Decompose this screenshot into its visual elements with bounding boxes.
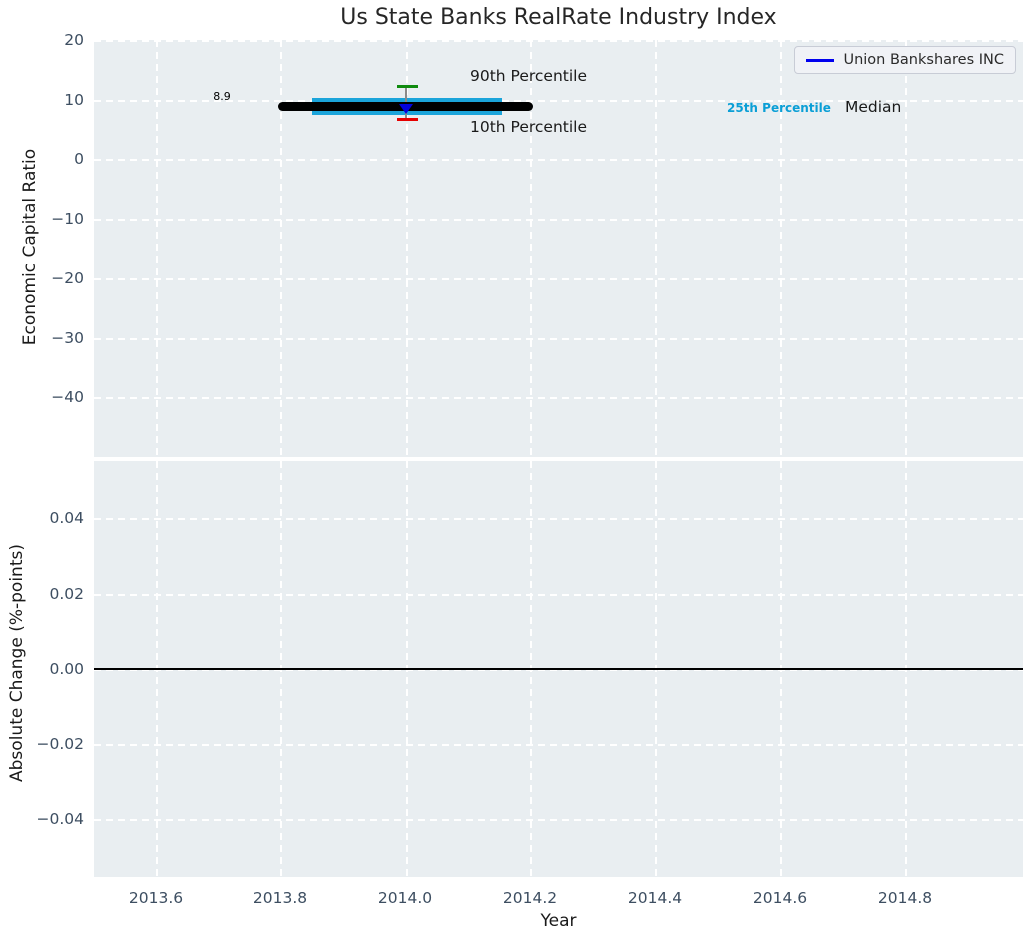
annotation-25th-percentile: 25th Percentile [727,101,831,115]
p10-errorbar-cap [397,118,418,121]
h-gridline [94,219,1023,221]
legend-box: Union Bankshares INC [794,46,1016,74]
h-gridline [94,100,1023,102]
annotation-10th-percentile: 10th Percentile [470,118,588,136]
annotation-median: Median [845,98,902,116]
zero-reference-line [94,668,1023,670]
v-gridline [780,40,782,457]
h-gridline [94,819,1023,821]
h-gridline [94,594,1023,596]
p90-errorbar-cap [397,85,418,88]
top-ytick-n20: −20 [51,269,84,287]
legend-line-swatch [806,58,835,62]
v-gridline [905,40,907,457]
annotation-90th-percentile: 90th Percentile [470,67,588,85]
h-gridline [94,518,1023,520]
v-gridline [530,40,532,457]
bottom-ytick-000: 0.00 [49,660,84,678]
annotation-company-value: 8.9 [213,90,231,103]
bottom-ytick-002: 0.02 [49,585,84,603]
x-axis-label: Year [540,911,577,931]
v-gridline [280,40,282,457]
h-gridline [94,744,1023,746]
top-plot-area: 8.9 90th Percentile 10th Percentile 25th… [94,40,1023,457]
bottom-ytick-n004: −0.04 [36,810,85,828]
xtick-2013-8: 2013.8 [252,889,308,907]
bottom-ytick-004: 0.04 [49,509,84,527]
top-ytick-20: 20 [64,31,84,49]
top-ytick-n30: −30 [51,329,84,347]
h-gridline [94,40,1023,42]
top-ytick-n10: −10 [51,210,84,228]
xtick-2014-8: 2014.8 [877,889,933,907]
top-ytick-0: 0 [74,150,84,168]
xtick-2014-4: 2014.4 [627,889,683,907]
top-ytick-n40: −40 [51,388,84,406]
v-gridline [655,40,657,457]
xtick-2014-2: 2014.2 [502,889,558,907]
h-gridline [94,159,1023,161]
bottom-ytick-n002: −0.02 [36,735,85,753]
top-ytick-10: 10 [64,91,84,109]
bottom-plot-area [94,461,1023,877]
company-data-marker [399,104,413,114]
h-gridline [94,338,1023,340]
v-gridline [406,40,408,457]
xtick-2014-0: 2014.0 [377,889,433,907]
legend-series-label: Union Bankshares INC [843,52,1004,68]
xtick-2014-6: 2014.6 [752,889,808,907]
xtick-2013-6: 2013.6 [128,889,184,907]
h-gridline [94,278,1023,280]
v-gridline [156,40,158,457]
chart-title: Us State Banks RealRate Industry Index [340,5,777,30]
h-gridline [94,397,1023,399]
